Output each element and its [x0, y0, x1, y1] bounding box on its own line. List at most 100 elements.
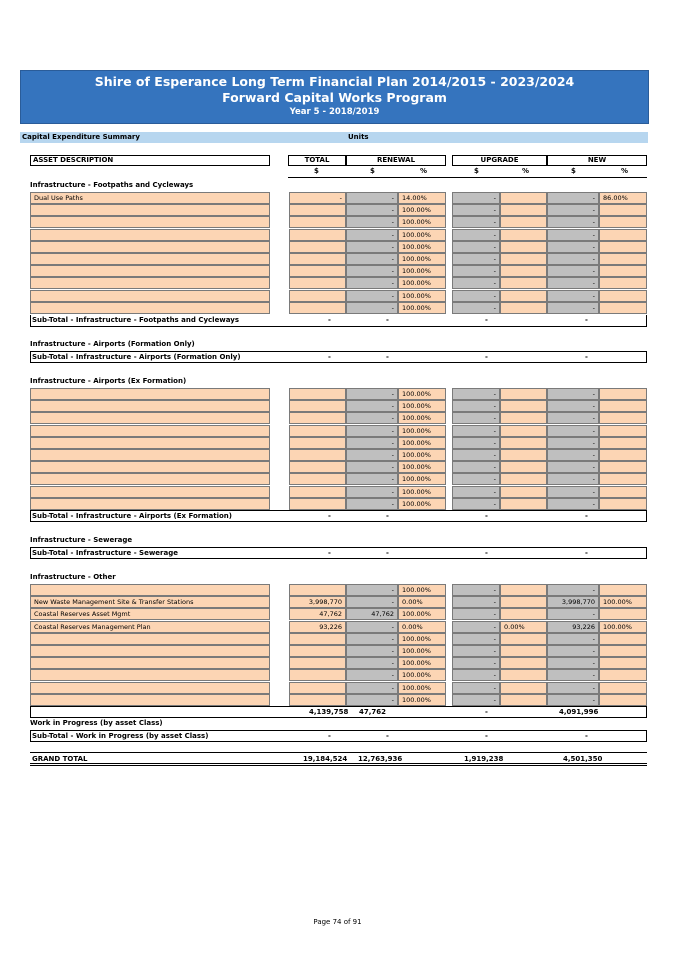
cell-upg[interactable]: -: [452, 681, 500, 694]
cell-ren[interactable]: -: [346, 424, 398, 437]
cell-total[interactable]: [289, 497, 346, 510]
cell-upg-pct[interactable]: [500, 461, 547, 474]
cell-desc[interactable]: [30, 681, 270, 694]
cell-total[interactable]: [289, 693, 346, 706]
cell-total[interactable]: [289, 240, 346, 253]
cell-upg-pct[interactable]: [500, 277, 547, 290]
cell-ren[interactable]: -: [346, 620, 398, 633]
cell-upg[interactable]: -: [452, 669, 500, 682]
cell-new-pct[interactable]: [599, 400, 647, 413]
cell-new[interactable]: -: [547, 216, 599, 229]
cell-ren[interactable]: -: [346, 669, 398, 682]
cell-upg[interactable]: -: [452, 620, 500, 633]
cell-upg[interactable]: -: [452, 473, 500, 486]
cell-ren[interactable]: -: [346, 240, 398, 253]
cell-ren[interactable]: -: [346, 449, 398, 461]
cell-ren-pct[interactable]: 100.00%: [398, 645, 446, 657]
cell-ren-pct[interactable]: 100.00%: [398, 216, 446, 229]
cell-upg[interactable]: -: [452, 657, 500, 670]
cell-new-pct[interactable]: [599, 497, 647, 510]
cell-new-pct[interactable]: 100.00%: [599, 620, 647, 633]
cell-upg-pct[interactable]: [500, 192, 547, 204]
cell-ren-pct[interactable]: 100.00%: [398, 424, 446, 437]
cell-ren[interactable]: -: [346, 693, 398, 706]
cell-upg[interactable]: -: [452, 449, 500, 461]
cell-ren-pct[interactable]: 100.00%: [398, 497, 446, 510]
cell-new[interactable]: -: [547, 204, 599, 217]
cell-upg[interactable]: -: [452, 192, 500, 204]
cell-total[interactable]: [289, 449, 346, 461]
cell-desc[interactable]: Coastal Reserves Management Plan: [30, 620, 270, 633]
cell-new[interactable]: -: [547, 485, 599, 498]
cell-ren-pct[interactable]: 100.00%: [398, 449, 446, 461]
cell-upg-pct[interactable]: [500, 388, 547, 400]
cell-desc[interactable]: [30, 204, 270, 217]
cell-upg-pct[interactable]: [500, 449, 547, 461]
cell-desc[interactable]: [30, 240, 270, 253]
cell-upg[interactable]: -: [452, 388, 500, 400]
cell-total[interactable]: [289, 301, 346, 314]
cell-ren-pct[interactable]: 100.00%: [398, 253, 446, 265]
cell-ren[interactable]: 47,762: [346, 608, 398, 621]
cell-new[interactable]: -: [547, 657, 599, 670]
cell-ren[interactable]: -: [346, 645, 398, 657]
cell-upg[interactable]: -: [452, 204, 500, 217]
cell-ren[interactable]: -: [346, 436, 398, 449]
cell-new-pct[interactable]: [599, 277, 647, 290]
cell-total[interactable]: [289, 228, 346, 241]
cell-upg[interactable]: -: [452, 632, 500, 645]
cell-desc[interactable]: [30, 301, 270, 314]
cell-ren-pct[interactable]: 100.00%: [398, 681, 446, 694]
cell-new-pct[interactable]: 100.00%: [599, 596, 647, 609]
cell-desc[interactable]: [30, 424, 270, 437]
cell-upg[interactable]: -: [452, 596, 500, 609]
cell-new[interactable]: -: [547, 497, 599, 510]
cell-new-pct[interactable]: [599, 461, 647, 474]
cell-upg-pct[interactable]: [500, 681, 547, 694]
cell-ren[interactable]: -: [346, 253, 398, 265]
cell-new-pct[interactable]: [599, 289, 647, 302]
cell-ren[interactable]: -: [346, 277, 398, 290]
cell-upg-pct[interactable]: [500, 632, 547, 645]
cell-upg-pct[interactable]: [500, 584, 547, 596]
cell-upg[interactable]: -: [452, 424, 500, 437]
cell-upg-pct[interactable]: [500, 216, 547, 229]
cell-new-pct[interactable]: [599, 473, 647, 486]
cell-ren-pct[interactable]: 0.00%: [398, 620, 446, 633]
cell-total[interactable]: [289, 253, 346, 265]
cell-upg[interactable]: -: [452, 240, 500, 253]
cell-upg-pct[interactable]: [500, 473, 547, 486]
cell-upg-pct[interactable]: 0.00%: [500, 620, 547, 633]
cell-total[interactable]: [289, 216, 346, 229]
cell-ren-pct[interactable]: 100.00%: [398, 400, 446, 413]
cell-new[interactable]: -: [547, 228, 599, 241]
cell-desc[interactable]: [30, 584, 270, 596]
cell-total[interactable]: [289, 424, 346, 437]
cell-upg-pct[interactable]: [500, 400, 547, 413]
cell-ren-pct[interactable]: 100.00%: [398, 632, 446, 645]
cell-total[interactable]: [289, 669, 346, 682]
cell-desc[interactable]: [30, 449, 270, 461]
cell-new[interactable]: -: [547, 584, 599, 596]
cell-new[interactable]: -: [547, 608, 599, 621]
cell-desc[interactable]: [30, 412, 270, 425]
cell-new[interactable]: -: [547, 693, 599, 706]
cell-new[interactable]: -: [547, 473, 599, 486]
cell-new[interactable]: -: [547, 265, 599, 278]
cell-new[interactable]: -: [547, 400, 599, 413]
cell-new-pct[interactable]: [599, 216, 647, 229]
cell-new[interactable]: -: [547, 301, 599, 314]
cell-new-pct[interactable]: [599, 388, 647, 400]
cell-total[interactable]: [289, 388, 346, 400]
cell-desc[interactable]: [30, 645, 270, 657]
cell-total[interactable]: [289, 584, 346, 596]
cell-desc[interactable]: [30, 216, 270, 229]
cell-upg-pct[interactable]: [500, 693, 547, 706]
cell-upg-pct[interactable]: [500, 424, 547, 437]
cell-new-pct[interactable]: [599, 669, 647, 682]
cell-new-pct[interactable]: [599, 424, 647, 437]
cell-new[interactable]: -: [547, 461, 599, 474]
cell-new-pct[interactable]: [599, 693, 647, 706]
cell-desc[interactable]: [30, 228, 270, 241]
cell-upg-pct[interactable]: [500, 645, 547, 657]
